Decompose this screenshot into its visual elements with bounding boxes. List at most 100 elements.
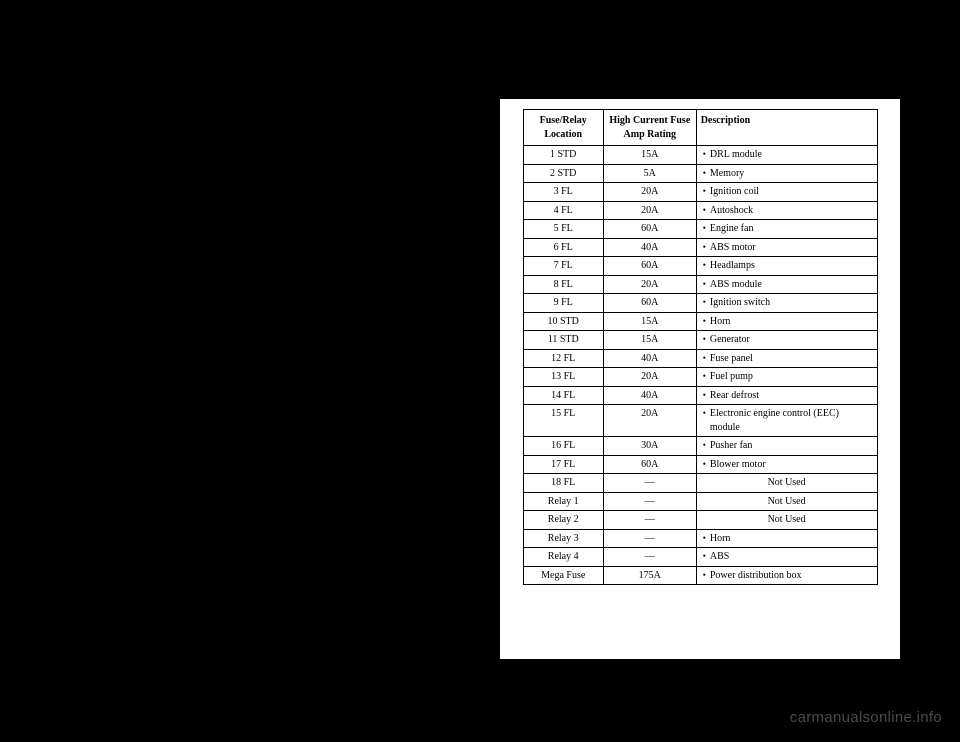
cell-location: 6 FL [523, 238, 603, 257]
table-row: 5 FL60A•Engine fan [523, 220, 877, 239]
table-row: 1 STD15A•DRL module [523, 146, 877, 165]
cell-amp-rating: — [603, 511, 696, 530]
table-row: 7 FL60A • Headlamps [523, 257, 877, 276]
cell-description: •Power distribution box [696, 566, 877, 585]
cell-description: •Memory [696, 164, 877, 183]
header-description: Description [696, 110, 877, 146]
table-row: 14 FL40A • Rear defrost [523, 386, 877, 405]
table-row: 10 STD15A•Horn [523, 312, 877, 331]
table-row: Relay 4—•ABS [523, 548, 877, 567]
bullet-icon: • [703, 185, 706, 198]
table-row: 17 FL60A•Blower motor [523, 455, 877, 474]
cell-description: • Pusher fan [696, 437, 877, 456]
description-text: Generator [710, 333, 871, 347]
description-text: Power distribution box [710, 569, 871, 583]
cell-description: Not Used [696, 492, 877, 511]
description-text: Not Used [703, 513, 871, 527]
table-row: 4 FL20A•Autoshock [523, 201, 877, 220]
fuse-relay-table: Fuse/Relay Location High Current Fuse Am… [523, 109, 878, 585]
table-row: 6 FL40A•ABS motor [523, 238, 877, 257]
cell-amp-rating: — [603, 529, 696, 548]
cell-amp-rating: 30A [603, 437, 696, 456]
table-row: Relay 1—Not Used [523, 492, 877, 511]
cell-location: Mega Fuse [523, 566, 603, 585]
bullet-icon: • [703, 532, 706, 545]
cell-description: •Fuse panel [696, 349, 877, 368]
cell-location: Relay 2 [523, 511, 603, 530]
cell-location: 4 FL [523, 201, 603, 220]
cell-amp-rating: 20A [603, 183, 696, 202]
cell-location: 11 STD [523, 331, 603, 350]
cell-amp-rating: 175A [603, 566, 696, 585]
cell-location: 14 FL [523, 386, 603, 405]
table-header-row: Fuse/Relay Location High Current Fuse Am… [523, 110, 877, 146]
description-text: DRL module [710, 148, 871, 162]
cell-location: Relay 4 [523, 548, 603, 567]
watermark-text: carmanualsonline.info [790, 709, 942, 726]
cell-location: 12 FL [523, 349, 603, 368]
description-text: Pusher fan [710, 439, 871, 453]
bullet-icon: • [703, 370, 706, 383]
bullet-icon: • [703, 439, 706, 452]
description-text: ABS module [710, 278, 871, 292]
table-row: 13 FL20A•Fuel pump [523, 368, 877, 387]
description-text: Horn [710, 532, 871, 546]
cell-description: Not Used [696, 474, 877, 493]
table-row: Relay 2— Not Used [523, 511, 877, 530]
description-text: ABS motor [710, 241, 871, 255]
cell-amp-rating: 5A [603, 164, 696, 183]
cell-location: 9 FL [523, 294, 603, 313]
cell-description: •Ignition switch [696, 294, 877, 313]
cell-location: 18 FL [523, 474, 603, 493]
cell-description: •Horn [696, 312, 877, 331]
header-rating: High Current Fuse Amp Rating [603, 110, 696, 146]
description-text: Rear defrost [710, 389, 871, 403]
manual-page: Fuse/Relay Location High Current Fuse Am… [500, 99, 900, 659]
bullet-icon: • [703, 278, 706, 291]
bullet-icon: • [703, 148, 706, 161]
bullet-icon: • [703, 458, 706, 471]
cell-location: 10 STD [523, 312, 603, 331]
cell-amp-rating: 60A [603, 220, 696, 239]
table-row: Relay 3— • Horn [523, 529, 877, 548]
cell-description: • ABS motor [696, 238, 877, 257]
description-text: Electronic engine control (EEC) module [710, 407, 871, 434]
bullet-icon: • [703, 352, 706, 365]
cell-amp-rating: 60A [603, 257, 696, 276]
cell-amp-rating: 60A [603, 455, 696, 474]
table-row: 2 STD5A•Memory [523, 164, 877, 183]
cell-location: 5 FL [523, 220, 603, 239]
cell-location: 7 FL [523, 257, 603, 276]
cell-description: • Fuel pump [696, 368, 877, 387]
cell-description: •Electronic engine control (EEC) module [696, 405, 877, 437]
bullet-icon: • [703, 259, 706, 272]
description-text: Ignition switch [710, 296, 871, 310]
cell-amp-rating: — [603, 474, 696, 493]
cell-amp-rating: 40A [603, 386, 696, 405]
description-text: Horn [710, 315, 871, 329]
description-text: ABS [710, 550, 871, 564]
bullet-icon: • [703, 389, 706, 402]
cell-description: •ABS [696, 548, 877, 567]
cell-location: 13 FL [523, 368, 603, 387]
cell-description: • DRL module [696, 146, 877, 165]
bullet-icon: • [703, 204, 706, 217]
table-row: 16 FL30A • Pusher fan [523, 437, 877, 456]
description-text: Headlamps [710, 259, 871, 273]
description-text: Fuel pump [710, 370, 871, 384]
table-row: 18 FL—Not Used [523, 474, 877, 493]
cell-location: Relay 3 [523, 529, 603, 548]
cell-amp-rating: 20A [603, 275, 696, 294]
cell-amp-rating: — [603, 548, 696, 567]
cell-amp-rating: — [603, 492, 696, 511]
table-body: 1 STD15A•DRL module2 STD5A•Memory3 FL20A… [523, 146, 877, 585]
bullet-icon: • [703, 241, 706, 254]
cell-location: 16 FL [523, 437, 603, 456]
bullet-icon: • [703, 167, 706, 180]
cell-description: • Rear defrost [696, 386, 877, 405]
cell-location: 15 FL [523, 405, 603, 437]
cell-description: •Generator [696, 331, 877, 350]
cell-description: • Headlamps [696, 257, 877, 276]
cell-amp-rating: 15A [603, 312, 696, 331]
cell-amp-rating: 20A [603, 201, 696, 220]
